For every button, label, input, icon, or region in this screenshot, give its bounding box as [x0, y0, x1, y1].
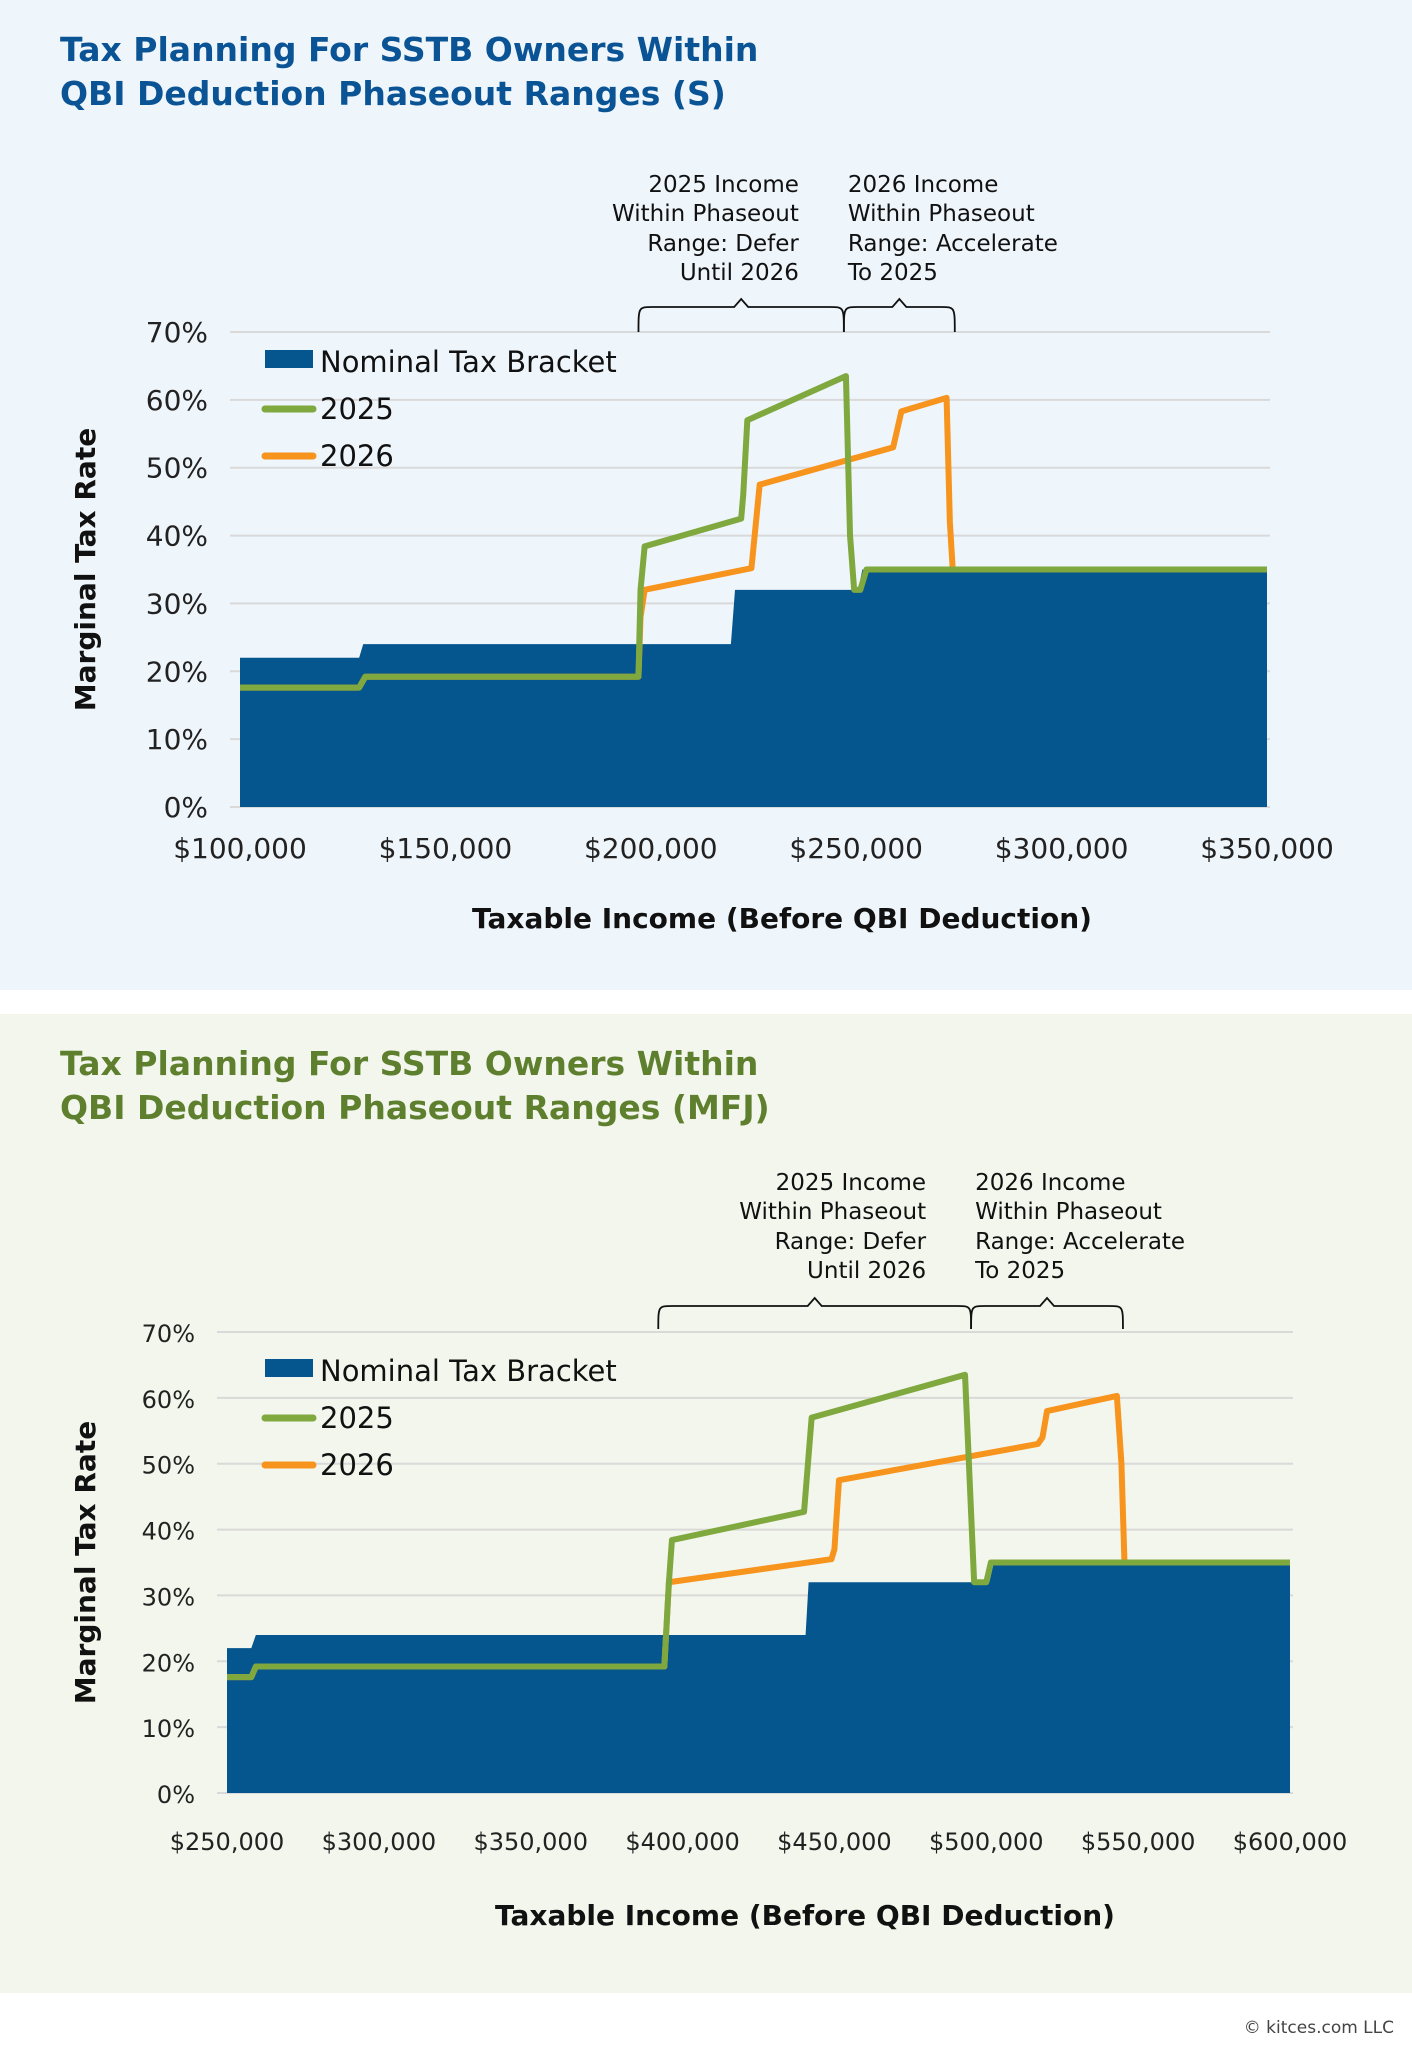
- legend-label: 2025: [320, 1401, 394, 1435]
- y-tick-label: 20%: [142, 1649, 195, 1677]
- annotation-text: Within Phaseout: [739, 1199, 926, 1225]
- x-tick-label: $550,000: [1081, 1828, 1196, 1856]
- x-tick-label: $100,000: [173, 832, 307, 865]
- legend-label: Nominal Tax Bracket: [320, 1354, 617, 1388]
- legend-label: 2026: [320, 439, 394, 473]
- y-tick-label: 60%: [146, 384, 208, 417]
- x-tick-label: $300,000: [322, 1828, 437, 1856]
- chart-single: 0% 10% 20% 30% 40% 50% 60% 70% $100,000 $150,000 $…: [69, 172, 1334, 935]
- x-tick-label: $250,000: [789, 832, 923, 865]
- chart-title: Tax Planning For SSTB Owners Within QBI …: [60, 1042, 770, 1130]
- x-tick-label: $150,000: [379, 832, 513, 865]
- x-tick-label: $450,000: [777, 1828, 892, 1856]
- annotation-text: 2026 Income: [848, 172, 998, 198]
- x-tick-label: $500,000: [929, 1828, 1044, 1856]
- annotation-text: 2026 Income: [975, 1170, 1125, 1196]
- chart-mfj: 0% 10% 20% 30% 40% 50% 60% 70% $250,000 $300,000 $…: [69, 1170, 1348, 1932]
- legend-label: 2026: [320, 1448, 394, 1482]
- annotation-text: Until 2026: [680, 260, 799, 286]
- annotation-text: Until 2026: [807, 1258, 926, 1284]
- legend-swatch-nominal: [265, 1359, 313, 1377]
- x-axis-title: Taxable Income (Before QBI Deduction): [472, 902, 1092, 935]
- y-tick-label: 60%: [142, 1386, 195, 1414]
- y-tick-label: 10%: [146, 723, 208, 756]
- chart-title-line-1: Tax Planning For SSTB Owners Within: [60, 1044, 759, 1083]
- annotation-brace: [842, 297, 956, 333]
- chart-panel-single: Tax Planning For SSTB Owners Within QBI …: [0, 0, 1412, 990]
- y-tick-label: 30%: [146, 587, 208, 620]
- annotation-text: To 2025: [974, 1258, 1065, 1284]
- series-area-nominal-tax-bracket: [227, 1562, 1290, 1793]
- chart-title-line-1: Tax Planning For SSTB Owners Within: [60, 30, 759, 69]
- x-tick-label: $350,000: [473, 1828, 588, 1856]
- y-tick-label: 0%: [164, 791, 208, 824]
- x-tick-label: $200,000: [584, 832, 718, 865]
- series-line-2025: [227, 1371, 1290, 1681]
- x-tick-label: $350,000: [1200, 832, 1334, 865]
- chart-title-line-2: QBI Deduction Phaseout Ranges (MFJ): [60, 1088, 770, 1127]
- chart-panel-mfj: Tax Planning For SSTB Owners Within QBI …: [0, 1014, 1412, 1993]
- legend-swatch-nominal: [265, 350, 313, 368]
- chart-title-line-2: QBI Deduction Phaseout Ranges (S): [60, 74, 726, 113]
- annotation-text: Within Phaseout: [612, 201, 799, 227]
- annotation-text: Range: Accelerate: [975, 1229, 1185, 1255]
- y-tick-label: 50%: [142, 1452, 195, 1480]
- x-tick-label: $250,000: [170, 1828, 285, 1856]
- annotation-text: Within Phaseout: [975, 1199, 1162, 1225]
- y-tick-label: 70%: [142, 1320, 195, 1348]
- y-tick-label: 10%: [142, 1715, 195, 1743]
- x-tick-label: $300,000: [995, 832, 1129, 865]
- y-tick-label: 0%: [157, 1781, 195, 1809]
- annotation-brace: [970, 1296, 1124, 1330]
- x-tick-label: $400,000: [625, 1828, 740, 1856]
- chart-title: Tax Planning For SSTB Owners Within QBI …: [60, 28, 758, 116]
- x-tick-label: $600,000: [1233, 1828, 1348, 1856]
- y-tick-label: 40%: [142, 1518, 195, 1546]
- legend-label: 2025: [320, 392, 394, 426]
- annotation-text: 2025 Income: [776, 1170, 926, 1196]
- annotation-brace: [657, 1296, 972, 1330]
- annotation-text: Range: Accelerate: [848, 231, 1058, 257]
- y-tick-label: 30%: [142, 1583, 195, 1611]
- annotation-text: Range: Defer: [647, 231, 799, 257]
- y-axis-title: Marginal Tax Rate: [69, 1421, 102, 1704]
- copyright-footer: © kitces.com LLC: [1243, 2018, 1394, 2038]
- y-tick-label: 50%: [146, 452, 208, 485]
- y-tick-label: 70%: [146, 316, 208, 349]
- y-tick-label: 40%: [146, 520, 208, 553]
- x-axis-title: Taxable Income (Before QBI Deduction): [495, 1899, 1115, 1932]
- annotation-text: Range: Defer: [775, 1229, 927, 1255]
- annotation-text: 2025 Income: [648, 172, 798, 198]
- y-axis-title: Marginal Tax Rate: [69, 428, 102, 711]
- series-line-2025: [240, 373, 1267, 691]
- annotation-text: To 2025: [847, 260, 938, 286]
- series-area-nominal-tax-bracket: [240, 569, 1267, 807]
- y-tick-label: 20%: [146, 655, 208, 688]
- annotation-text: Within Phaseout: [848, 201, 1035, 227]
- annotation-brace: [637, 297, 845, 333]
- legend-label: Nominal Tax Bracket: [320, 345, 617, 379]
